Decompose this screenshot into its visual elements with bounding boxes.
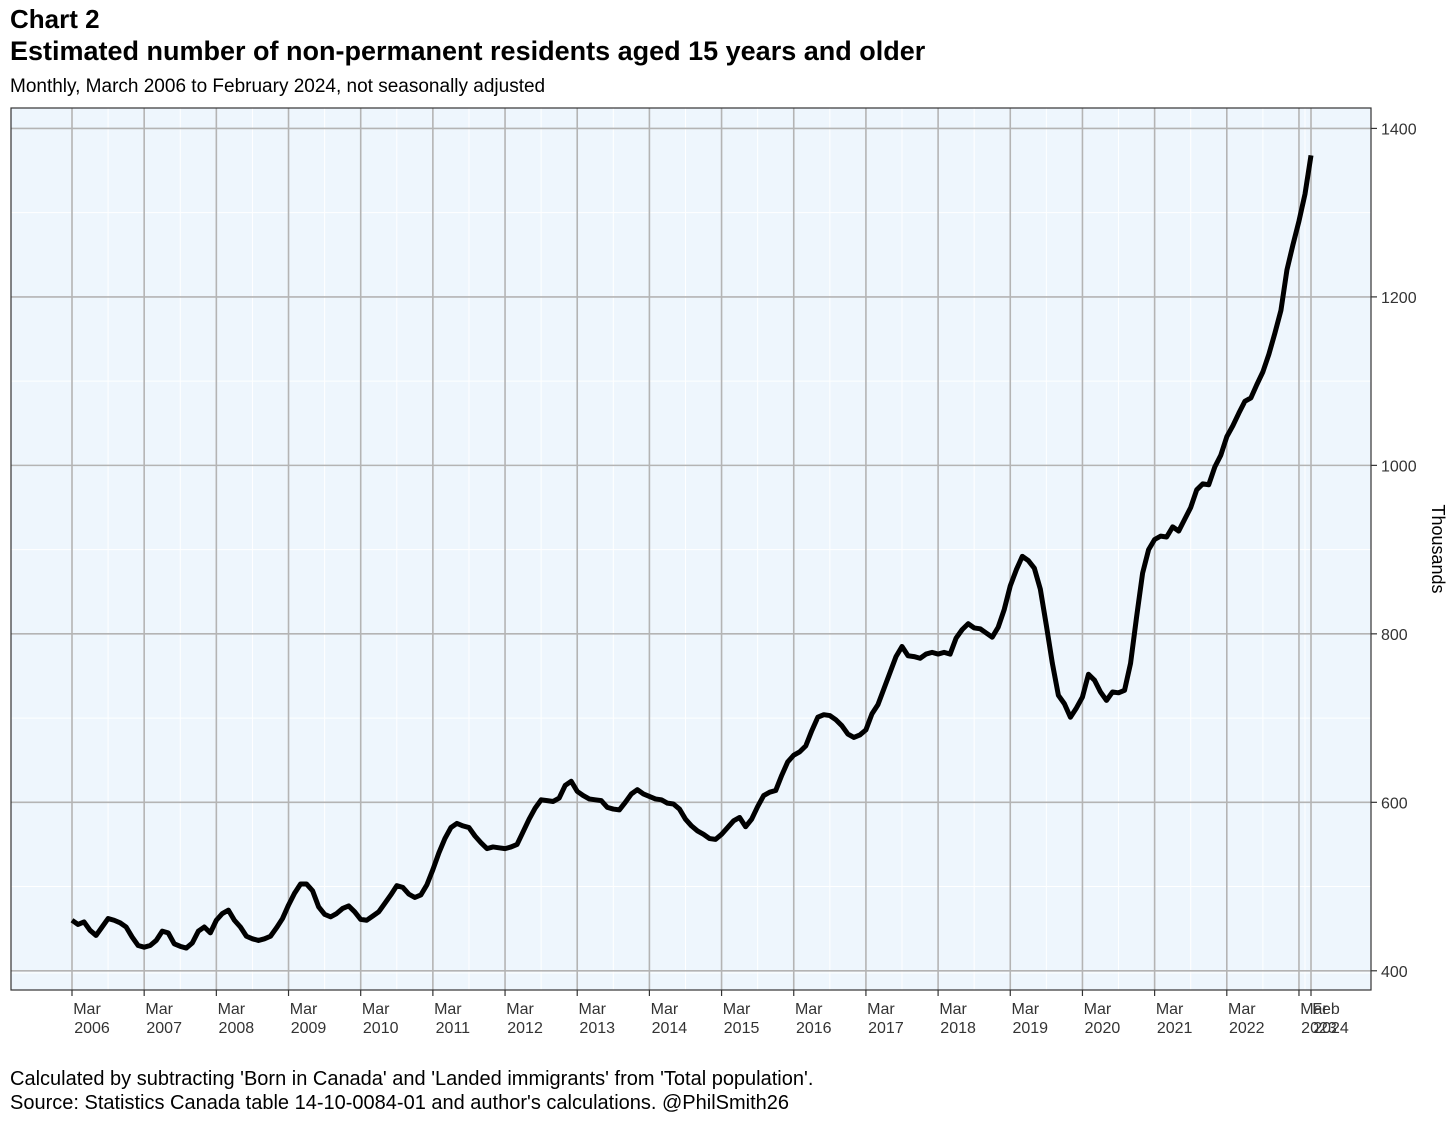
minor-gridlines [11,108,1371,990]
series-line-non-permanent-residents [70,154,1314,951]
x-tick-label-month: Mar [73,1001,101,1018]
x-tick-label-month: Mar [218,1001,246,1018]
x-tick-label-year: 2008 [219,1020,255,1037]
x-tick-label-month: Mar [939,1001,967,1018]
x-tick-label-year: 2020 [1085,1020,1121,1037]
x-tick-label-year: 2022 [1229,1020,1265,1037]
plot-panel [11,108,1371,990]
x-tick-label-month: Mar [362,1001,390,1018]
x-tick-label-year: 2006 [74,1020,110,1037]
x-tick-label-month: Mar [290,1001,318,1018]
x-tick-label-month: Feb [1312,1001,1340,1018]
x-tick-label-year: 2023 [1301,1020,1337,1037]
y-tick-label: 800 [1381,627,1408,644]
x-tick-label-month: Mar [1011,1001,1039,1018]
x-tick-label-year: 2009 [291,1020,327,1037]
x-tick-label-month: Mar [795,1001,823,1018]
x-tick-label-year: 2010 [363,1020,399,1037]
x-tick-label-year: 2014 [652,1020,688,1037]
plot-border [10,107,1372,991]
x-tick-label-year: 2021 [1157,1020,1193,1037]
x-tick-label-year: 2012 [507,1020,543,1037]
footnote-method: Calculated by subtracting 'Born in Canad… [10,1068,814,1090]
x-tick-label-month: Mar [867,1001,895,1018]
y-tick-label: 1400 [1381,121,1417,138]
x-tick-label-year: 2016 [796,1020,832,1037]
y-tick-label: 400 [1381,964,1408,981]
x-tick-label-month: Mar [1228,1001,1256,1018]
x-tick-label-month: Mar [723,1001,751,1018]
y-tick-label: 600 [1381,795,1408,812]
y-tick-label: 1000 [1381,458,1417,475]
chart-subtitle: Monthly, March 2006 to February 2024, no… [10,76,546,97]
x-tick-label-month: Mar [434,1001,462,1018]
footnote-source: Source: Statistics Canada table 14-10-00… [10,1092,790,1114]
x-tick-label-month: Mar [1084,1001,1112,1018]
y-tick-label: 1200 [1381,290,1417,307]
chart-number: Chart 2 [10,4,100,34]
x-tick-label-year: 2024 [1313,1020,1349,1037]
x-tick-label-year: 2017 [868,1020,904,1037]
x-tick-label-year: 2013 [579,1020,615,1037]
major-gridlines [11,108,1371,990]
x-axis: Mar 2006 Mar 2007 Mar 2008 Mar 2009 Mar 2010 Mar 20… [71,990,1349,1037]
x-tick-label-month: Mar [1156,1001,1184,1018]
x-tick-label-year: 2019 [1012,1020,1048,1037]
x-tick-label-month: Mar [1300,1001,1328,1018]
x-tick-label-year: 2015 [724,1020,760,1037]
x-tick-label-month: Mar [578,1001,606,1018]
x-tick-label-year: 2011 [436,1020,471,1037]
y-axis: 400 600 800 1000 1200 1400 [1371,121,1417,981]
chart-title: Estimated number of non-permanent reside… [10,36,926,66]
x-tick-label-month: Mar [651,1001,679,1018]
x-tick-label-year: 2018 [940,1020,976,1037]
x-tick-label-month: Mar [506,1001,534,1018]
y-axis-title: Thousands [1428,504,1448,593]
x-tick-label-year: 2007 [146,1020,182,1037]
x-tick-label-month: Mar [145,1001,173,1018]
